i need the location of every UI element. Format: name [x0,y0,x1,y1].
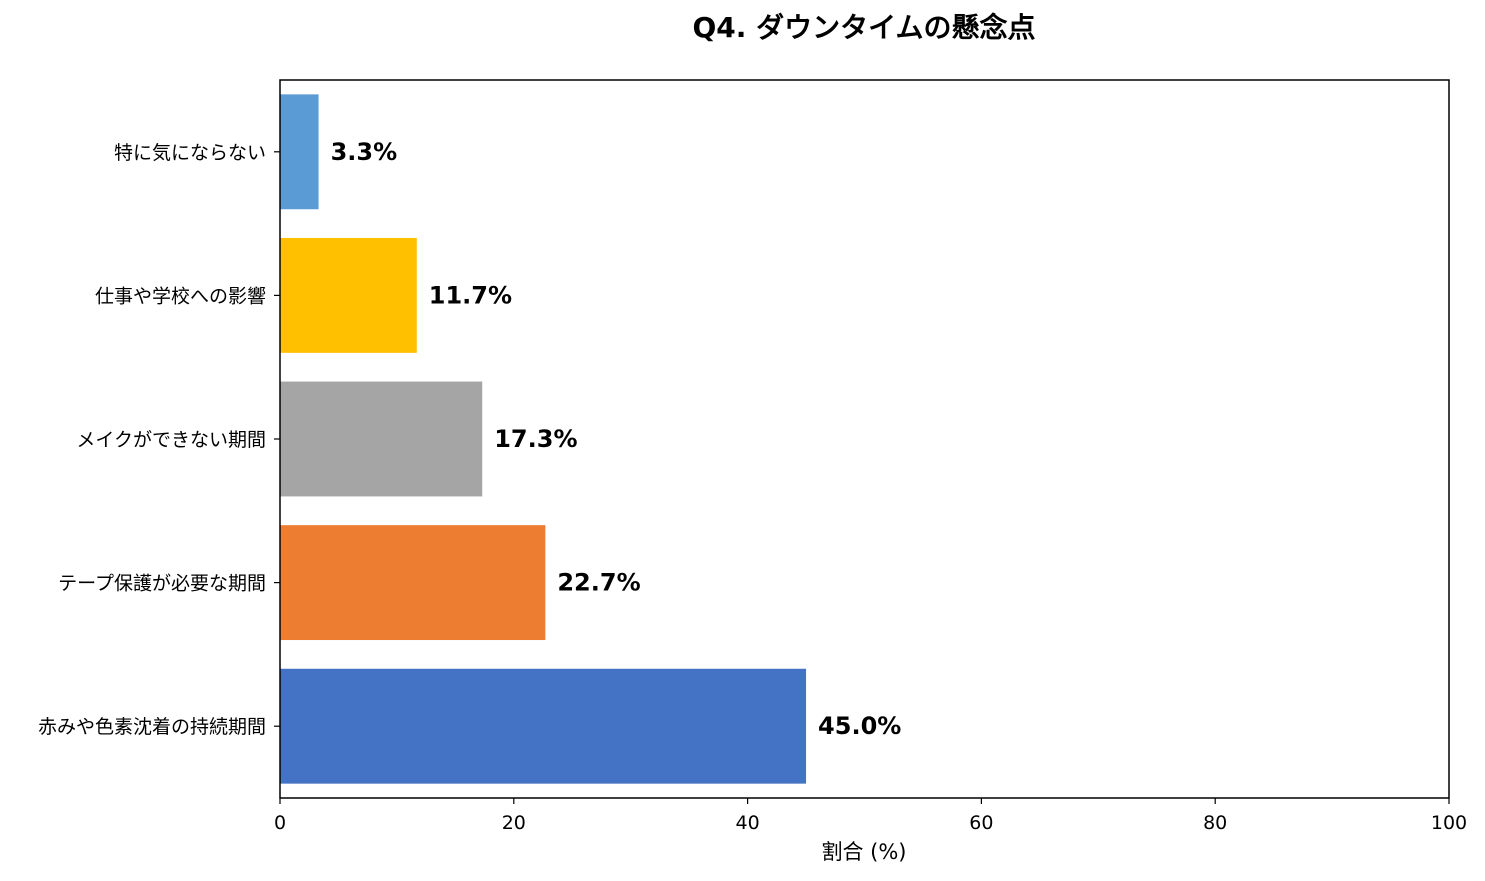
data-label: 17.3% [494,425,577,453]
data-label: 3.3% [331,138,398,166]
category-label: メイクができない期間 [76,429,266,451]
bar [280,237,417,353]
x-tick-label: 40 [736,812,760,834]
data-label: 45.0% [818,712,901,740]
bar [280,381,483,497]
category-label: 特に気にならない [114,142,266,164]
category-label: 赤みや色素沈着の持続期間 [38,716,266,738]
x-axis-ticks: 0 20 40 60 80 100 [274,798,1467,834]
x-axis-label: 割合 (%) [821,840,906,864]
category-labels-group: 特に気にならない仕事や学校への影響メイクができない期間テープ保護が必要な期間赤み… [38,142,280,738]
bar [280,668,807,784]
category-label: テープ保護が必要な期間 [58,573,266,595]
bar [280,525,546,641]
x-tick-label: 0 [274,812,286,834]
bar [280,94,319,210]
value-labels-group: 3.3% 11.7% 17.3% 22.7% 45.0% [331,138,902,740]
plot-frame [279,79,1450,799]
data-label: 22.7% [557,569,640,597]
category-label: 仕事や学校への影響 [95,285,266,307]
chart-title: Q4. ダウンタイムの懸念点 [692,11,1035,44]
x-tick-label: 100 [1431,812,1467,834]
bars-group [280,94,807,784]
x-tick-label: 80 [1203,812,1227,834]
x-tick-label: 60 [969,812,993,834]
x-tick-label: 20 [502,812,526,834]
data-label: 11.7% [429,281,512,309]
